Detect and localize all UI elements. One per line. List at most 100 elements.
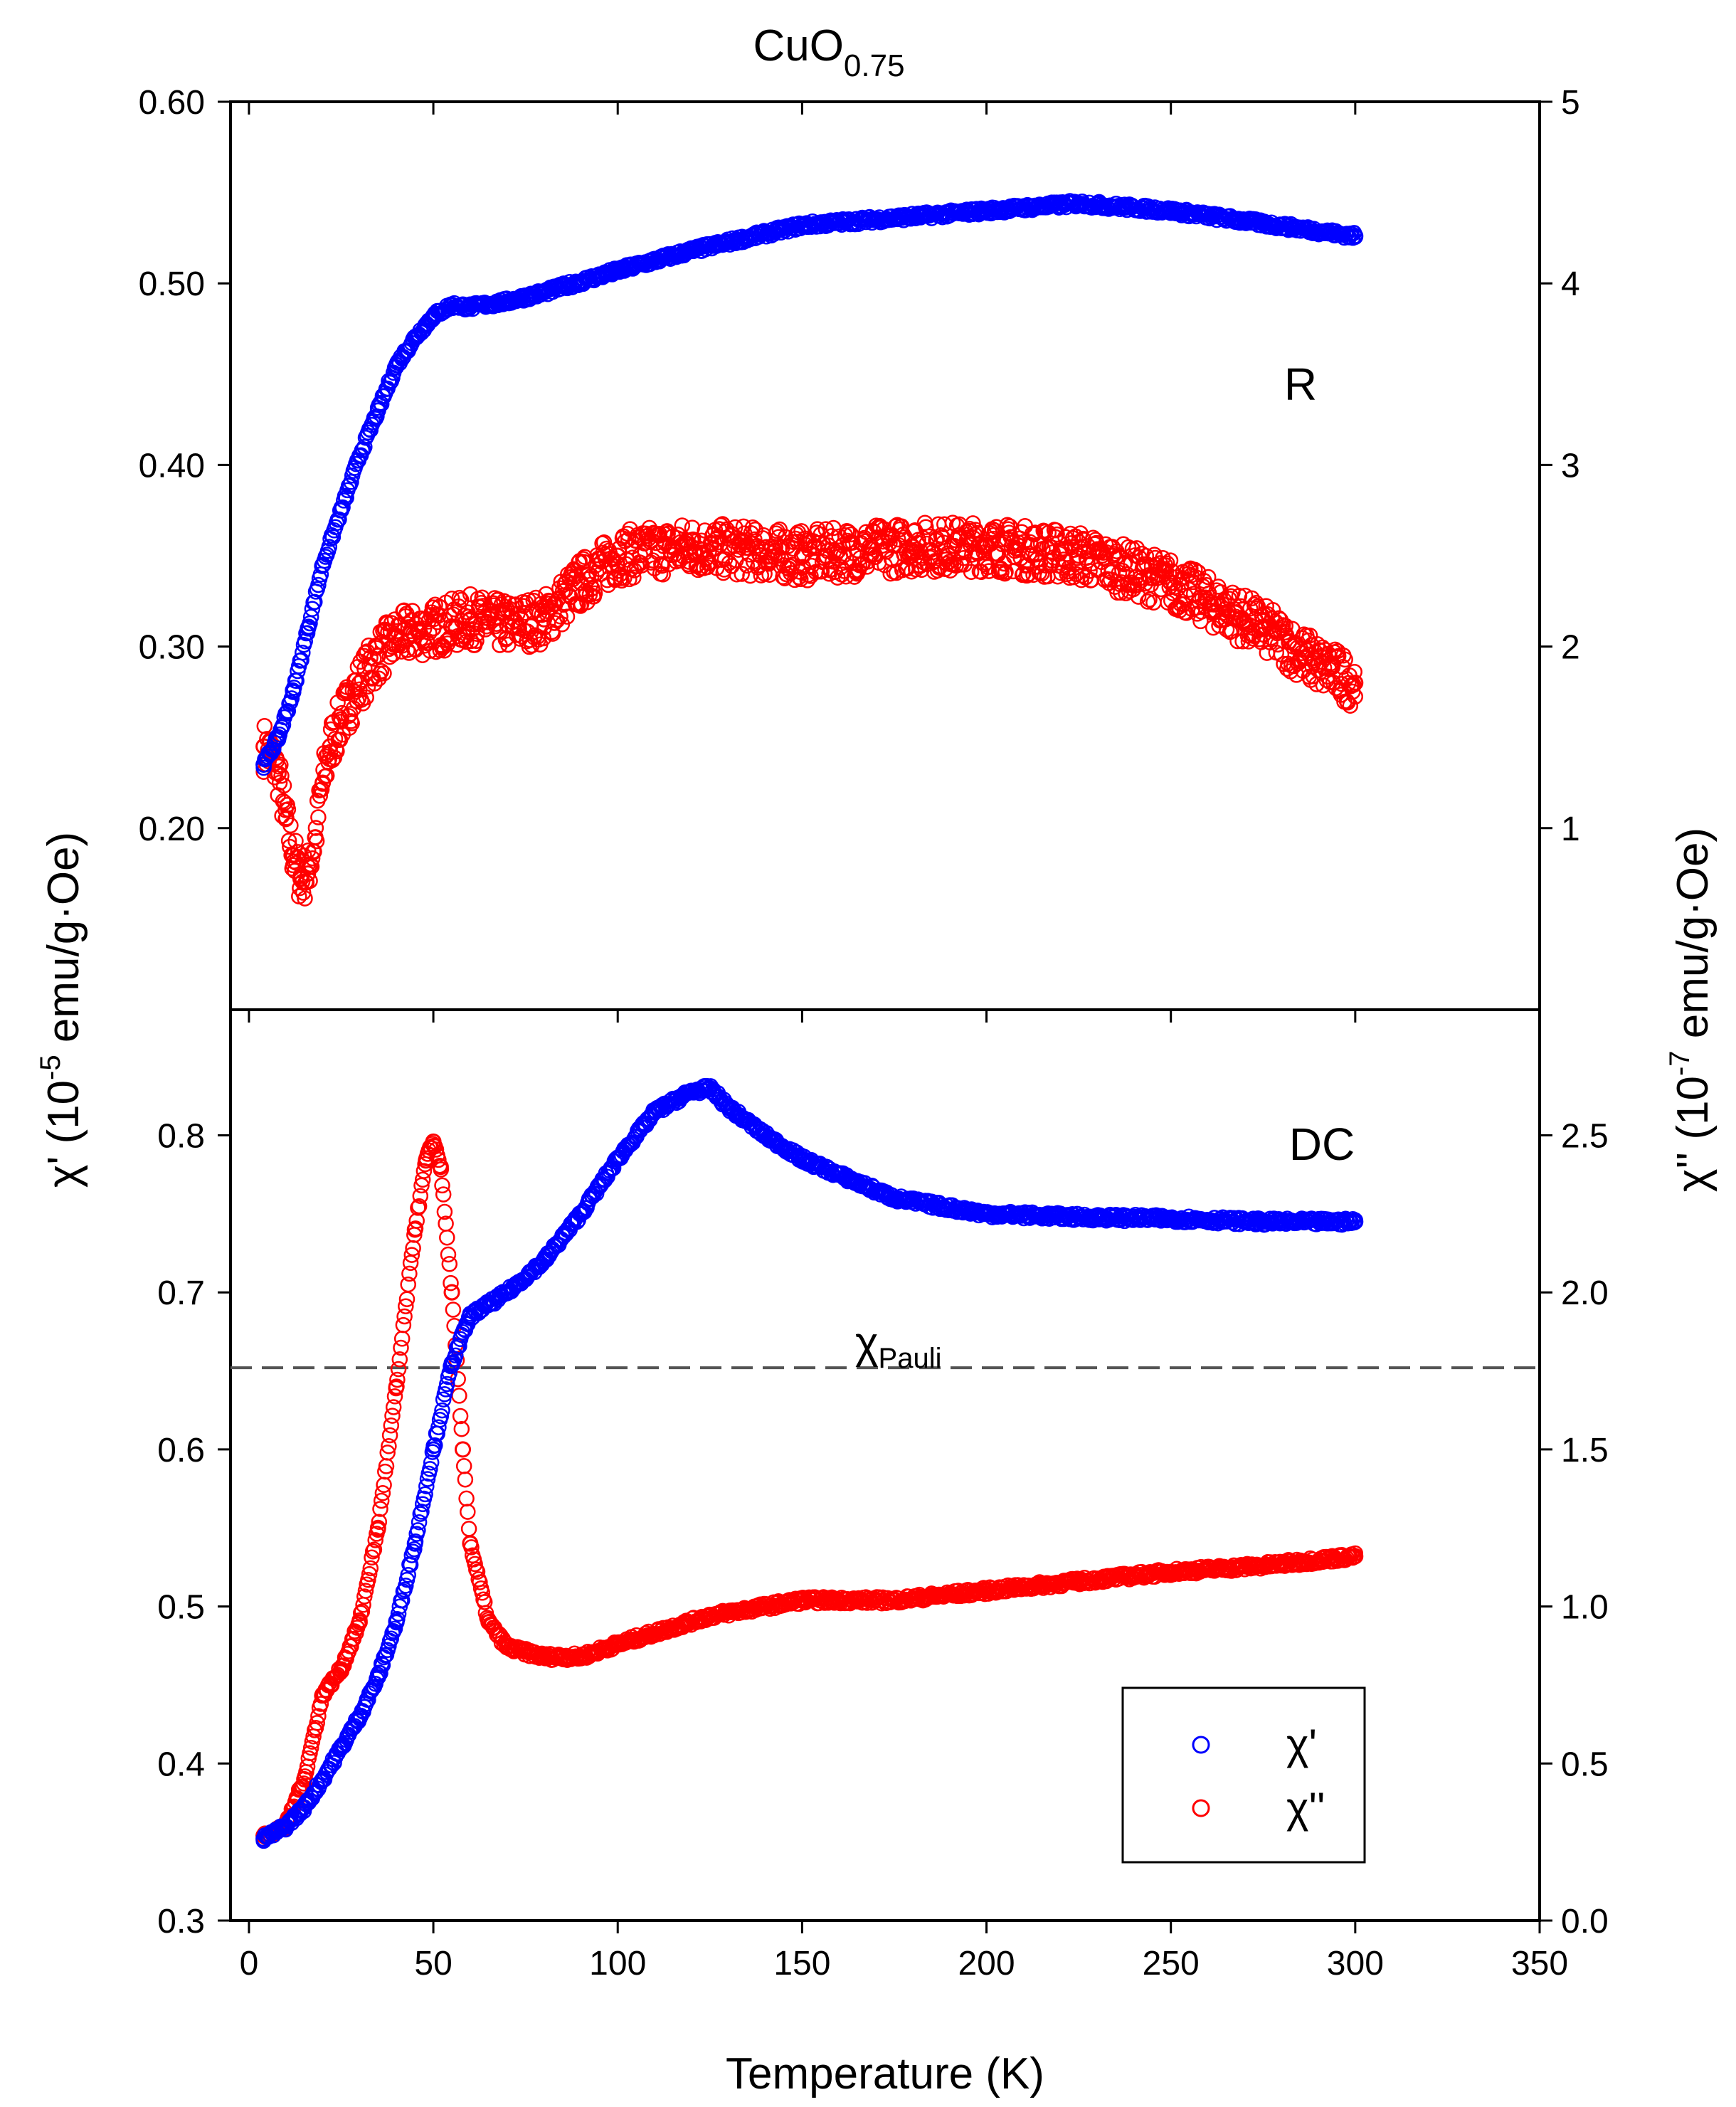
data-point	[351, 1614, 368, 1631]
data-point	[978, 202, 995, 219]
data-point	[278, 704, 295, 721]
data-point	[425, 1441, 442, 1458]
x-tick-label-2: 100	[589, 1945, 646, 1982]
data-point	[956, 550, 972, 566]
data-point	[588, 1185, 605, 1202]
data-point	[978, 538, 995, 555]
data-point	[406, 329, 423, 347]
data-point	[300, 620, 317, 637]
data-point	[835, 537, 851, 554]
left-y-tick-label-1: 0.4	[157, 1746, 205, 1783]
data-point	[684, 519, 701, 536]
data-point	[1347, 675, 1364, 692]
data-point	[1337, 651, 1353, 668]
data-point	[1310, 656, 1327, 673]
data-point	[302, 1745, 318, 1762]
data-point	[918, 519, 934, 535]
data-point	[390, 1361, 407, 1378]
right-y-tick-label-3: 4	[1561, 265, 1580, 303]
data-point	[285, 683, 302, 700]
data-point	[425, 1133, 442, 1150]
data-point	[435, 1186, 452, 1203]
data-point	[526, 627, 544, 643]
data-point	[1049, 568, 1066, 585]
data-point	[1162, 552, 1179, 569]
data-point	[331, 511, 347, 528]
data-point	[402, 1255, 419, 1272]
data-point	[411, 1514, 428, 1531]
data-point	[393, 1331, 411, 1347]
data-point	[399, 642, 416, 658]
data-point	[302, 1739, 319, 1756]
data-point	[720, 1099, 737, 1116]
data-point	[1165, 585, 1181, 602]
data-point	[351, 448, 368, 465]
left-y-tick-label-0: 0.3	[157, 1903, 205, 1940]
right-y-tick-label-0: 1	[1561, 810, 1580, 848]
data-point	[321, 539, 338, 555]
data-point	[1175, 596, 1192, 613]
data-point	[388, 1378, 405, 1395]
data-point	[462, 611, 479, 628]
pauli-reference-label: χPauli	[855, 1319, 942, 1374]
data-point	[628, 558, 645, 574]
data-point	[1190, 564, 1207, 581]
data-point	[1346, 663, 1362, 680]
chart-title: CuO0.75	[753, 21, 904, 83]
data-point	[434, 1177, 450, 1194]
data-point	[351, 1708, 368, 1725]
data-point	[625, 569, 642, 586]
data-point	[412, 1188, 429, 1204]
data-point	[452, 591, 470, 608]
data-point	[1018, 567, 1035, 584]
panel-dc: 0.3 0.4 0.5 0.6 0.7 0.8 0.0 0.5 1.0 1.5 2.0 2.5 χPa…	[157, 1008, 1609, 1940]
data-point	[400, 1276, 416, 1293]
pauli-reference: χPauli	[231, 1319, 1540, 1374]
data-point	[273, 768, 290, 784]
data-point	[455, 1441, 471, 1458]
panel-dc-ticks: 0.3 0.4 0.5 0.6 0.7 0.8 0.0 0.5 1.0 1.5 2.0 2.5	[157, 1010, 1609, 1940]
data-point	[1347, 1548, 1364, 1565]
data-point	[646, 1103, 663, 1120]
data-point	[559, 608, 576, 625]
data-point	[744, 519, 761, 536]
data-point	[1015, 565, 1032, 582]
data-point	[1254, 1213, 1271, 1230]
data-point	[325, 714, 342, 730]
data-point	[1231, 588, 1248, 604]
data-point	[1047, 529, 1064, 546]
data-point	[469, 1563, 486, 1580]
data-point	[333, 1661, 349, 1678]
data-point	[388, 629, 405, 646]
data-point	[462, 1535, 479, 1552]
legend-marker-chi-double-prime	[1192, 1799, 1210, 1817]
left-y-tick-label-2: 0.40	[139, 447, 205, 485]
data-point	[297, 890, 313, 907]
data-point	[799, 572, 816, 588]
right-y-tick-label-5: 2.5	[1561, 1118, 1609, 1156]
data-point	[1070, 195, 1087, 212]
x-axis-title: Temperature (K)	[726, 2049, 1044, 2098]
data-point	[980, 563, 997, 579]
data-point	[458, 1490, 475, 1507]
data-point	[354, 1603, 371, 1620]
data-point	[978, 1583, 995, 1600]
panel-r-ticks: 0.20 0.30 0.40 0.50 0.60 1 2 3 4 5	[139, 84, 1580, 848]
data-point	[674, 517, 691, 534]
data-point	[462, 1307, 479, 1324]
data-point	[1103, 564, 1120, 581]
data-point	[255, 756, 272, 773]
data-point	[440, 1246, 457, 1263]
data-point	[300, 865, 317, 882]
data-point	[1242, 601, 1259, 617]
data-point	[309, 1715, 325, 1731]
data-point	[840, 524, 857, 541]
data-point	[886, 1190, 903, 1207]
data-point	[790, 569, 808, 586]
data-point	[480, 1614, 497, 1631]
data-point	[361, 1565, 378, 1583]
data-point	[1198, 577, 1215, 593]
series-chi-double-prime-points	[255, 1133, 1364, 1846]
right-y-tick-label-3: 1.5	[1561, 1432, 1609, 1469]
data-point	[383, 1630, 400, 1647]
